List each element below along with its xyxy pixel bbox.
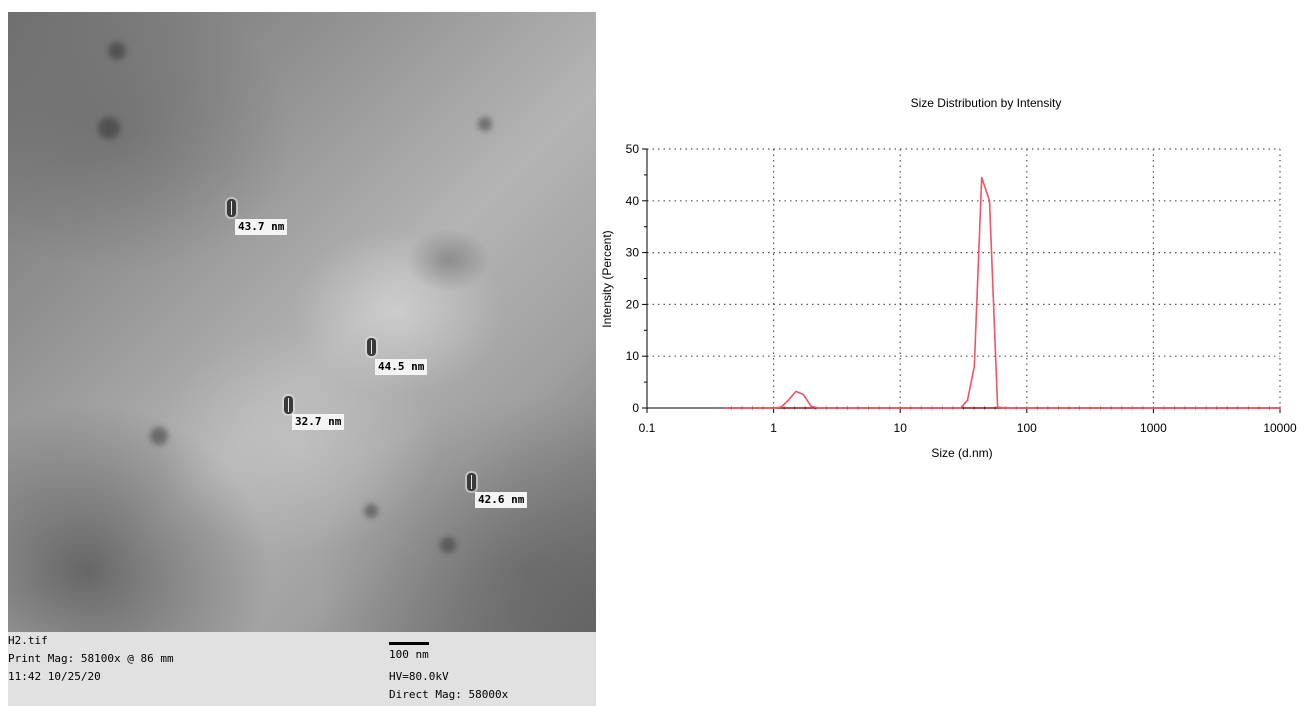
dark-spot — [150, 427, 168, 445]
x-tick-label: 10 — [894, 421, 908, 435]
chart-canvas: Size Distribution by Intensity Size (d.n… — [600, 96, 1297, 460]
direct-mag: Direct Mag: 58000x — [389, 688, 509, 701]
scale-bar — [389, 642, 429, 645]
size-label: 32.7 nm — [292, 414, 345, 430]
y-tick-label: 10 — [626, 349, 640, 363]
dark-spot — [364, 504, 378, 518]
y-tick-label: 0 — [632, 401, 639, 415]
datetime: 11:42 10/25/20 — [8, 670, 101, 683]
x-tick-label: 100 — [1017, 421, 1037, 435]
size-label: 42.6 nm — [475, 492, 528, 508]
x-tick-label: 0.1 — [639, 421, 656, 435]
micrograph-info-bar: H2.tif Print Mag: 58100x @ 86 mm 11:42 1… — [8, 632, 596, 706]
nanoparticle — [284, 396, 293, 414]
y-tick-label: 50 — [626, 142, 640, 156]
x-tick-label: 1000 — [1140, 421, 1167, 435]
dark-spot — [478, 117, 492, 131]
y-axis-label: Intensity (Percent) — [600, 230, 614, 327]
dark-spot — [108, 42, 126, 60]
tem-micrograph: 43.7 nm 44.5 nm 32.7 nm 42.6 nm H2.tif P… — [8, 12, 596, 706]
y-tick-label: 40 — [626, 194, 640, 208]
size-distribution-chart: Size Distribution by Intensity Size (d.n… — [596, 80, 1304, 480]
nanoparticle — [367, 338, 376, 356]
series-line — [723, 176, 1280, 409]
filename: H2.tif — [8, 634, 48, 647]
x-axis-label: Size (d.nm) — [931, 446, 992, 460]
scale-label: 100 nm — [389, 648, 429, 661]
x-tick-label: 1 — [770, 421, 777, 435]
chart-title: Size Distribution by Intensity — [911, 96, 1062, 110]
x-tick-label: 10000 — [1263, 421, 1297, 435]
nanoparticle — [467, 473, 476, 491]
size-label: 44.5 nm — [375, 359, 428, 375]
high-voltage: HV=80.0kV — [389, 670, 449, 683]
size-label: 43.7 nm — [235, 219, 288, 235]
dark-spot — [98, 117, 120, 139]
print-mag: Print Mag: 58100x @ 86 mm — [8, 652, 174, 665]
dark-spot — [440, 537, 456, 553]
y-tick-label: 20 — [626, 297, 640, 311]
y-tick-label: 30 — [626, 246, 640, 260]
nanoparticle — [227, 199, 236, 217]
micrograph-image: 43.7 nm 44.5 nm 32.7 nm 42.6 nm — [8, 12, 596, 632]
